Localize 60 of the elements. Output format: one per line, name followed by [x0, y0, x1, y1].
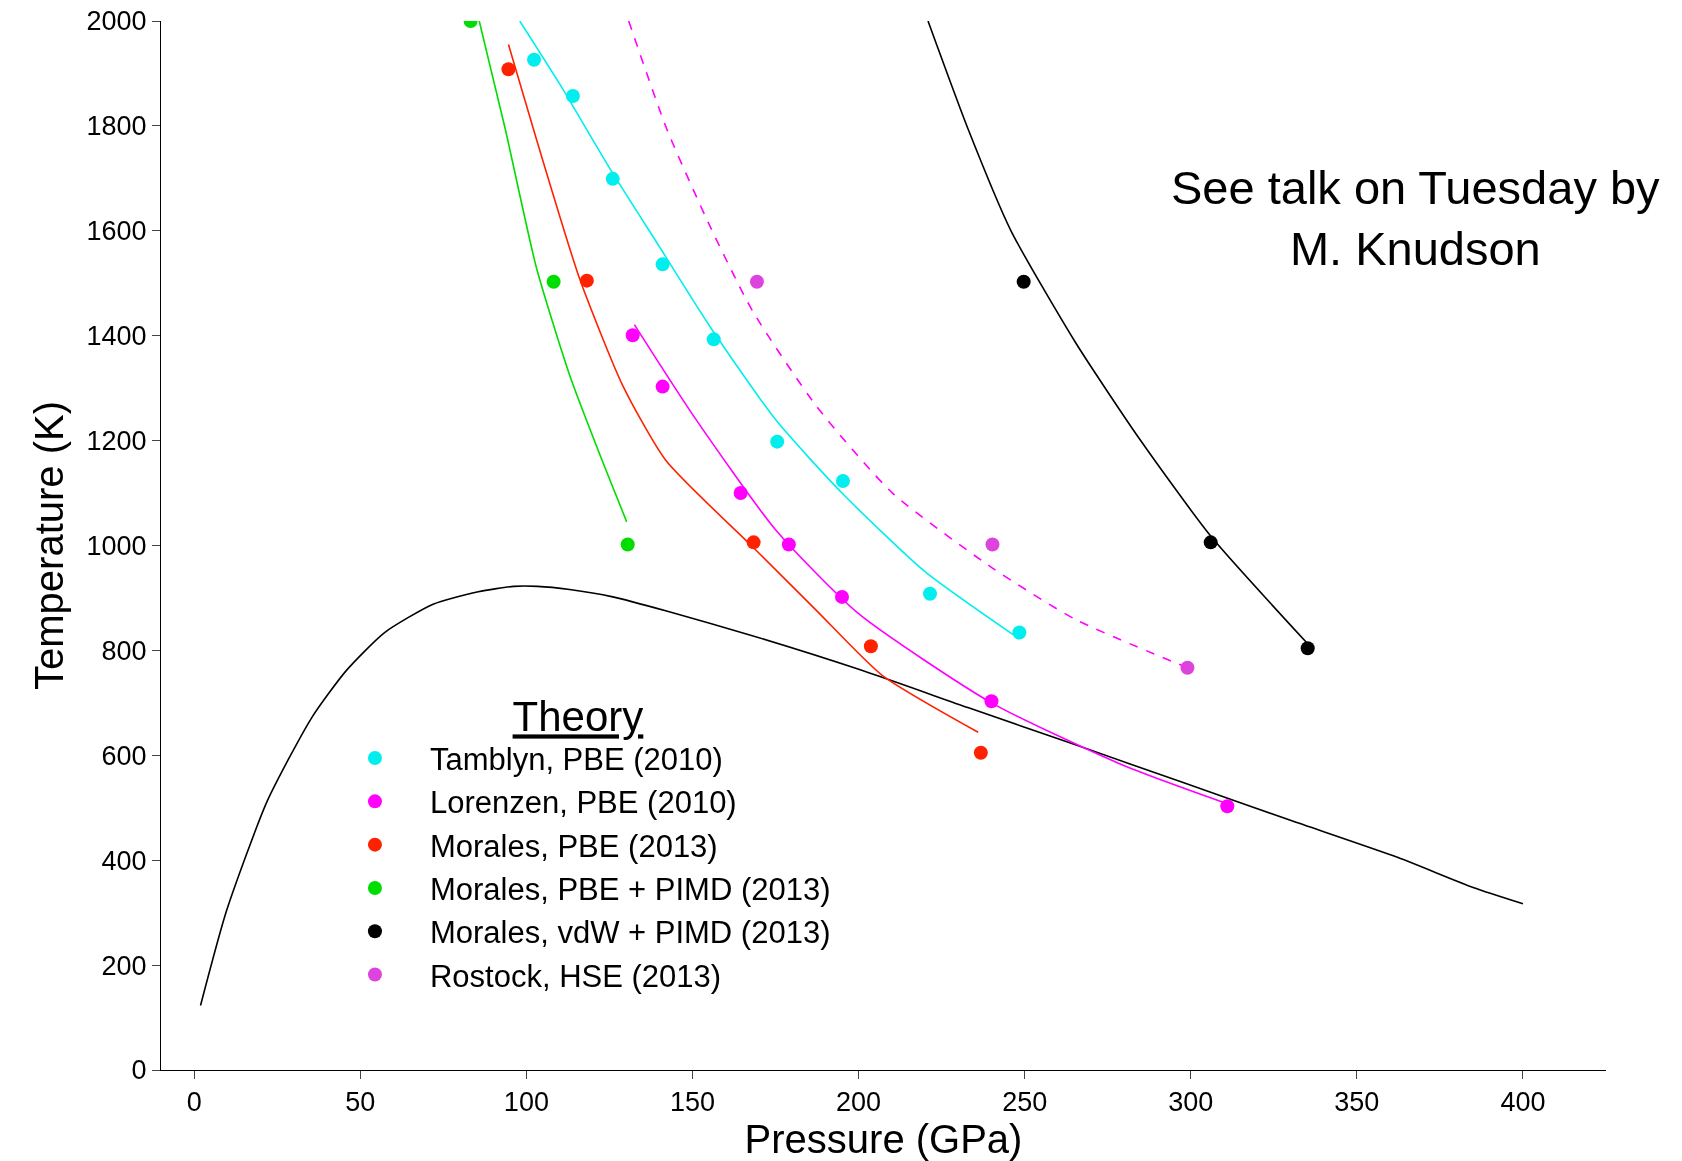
y-tick-label: 1400: [86, 321, 147, 352]
point: [835, 473, 850, 488]
point: [1220, 799, 1235, 814]
point: [973, 745, 988, 760]
point: [620, 537, 635, 552]
y-tick-label: 2000: [86, 6, 147, 37]
point: [501, 62, 516, 77]
point: [1016, 274, 1031, 289]
x-tick-label: 400: [1500, 1087, 1546, 1118]
point: [1012, 625, 1027, 640]
legend-label: Morales, vdW + PIMD (2013): [429, 915, 831, 951]
point: [781, 537, 796, 552]
y-tick-label: 1800: [86, 111, 147, 142]
x-tick-label: 150: [669, 1087, 716, 1118]
point: [605, 171, 620, 186]
x-tick-label: 350: [1334, 1087, 1380, 1118]
legend-title: Theory: [512, 693, 644, 741]
y-tick-label: 0: [131, 1055, 147, 1086]
y-tick-label: 200: [101, 950, 147, 981]
point: [1300, 641, 1315, 656]
x-tick-label: 200: [836, 1087, 882, 1118]
point: [565, 89, 580, 103]
legend-label: Morales, PBE + PIMD (2013): [429, 872, 831, 908]
x-tick-label: 250: [1002, 1087, 1048, 1118]
y-tick-label: 600: [101, 740, 147, 771]
y-tick-label: 1000: [86, 530, 147, 561]
point: [733, 486, 748, 501]
point: [984, 694, 999, 709]
point: [527, 52, 542, 67]
y-tick-label: 1200: [86, 426, 147, 457]
point: [923, 586, 938, 601]
y-tick-label: 400: [101, 845, 147, 876]
legend-label: Rostock, HSE (2013): [429, 958, 722, 994]
y-axis-title: Temperature (K): [27, 401, 72, 690]
point: [770, 434, 785, 449]
y-tick-label: 800: [101, 635, 147, 666]
legend-label: Tamblyn, PBE (2010): [429, 742, 723, 778]
point: [746, 535, 761, 550]
point: [985, 537, 1000, 552]
point: [625, 328, 640, 343]
annotation: See talk on Tuesday by M. Knudson: [1171, 161, 1661, 276]
x-tick-label: 0: [186, 1087, 202, 1118]
point: [1203, 535, 1218, 550]
y-tick-label: 1600: [86, 216, 147, 247]
point: [834, 589, 849, 604]
point: [579, 273, 594, 288]
point: [655, 257, 670, 272]
line-series: [199, 585, 1524, 1007]
x-tick-label: 50: [345, 1087, 376, 1118]
point: [655, 379, 670, 394]
x-axis-title: Pressure (GPa): [744, 1117, 1023, 1161]
point: [546, 274, 561, 289]
point: [706, 332, 721, 347]
x-tick-label: 300: [1168, 1087, 1214, 1118]
point: [863, 639, 878, 654]
point: [1180, 660, 1195, 675]
legend-label: Morales, PBE (2013): [429, 828, 718, 864]
point: [749, 274, 764, 289]
x-tick-label: 100: [503, 1087, 549, 1118]
legend-label: Lorenzen, PBE (2010): [429, 785, 737, 821]
